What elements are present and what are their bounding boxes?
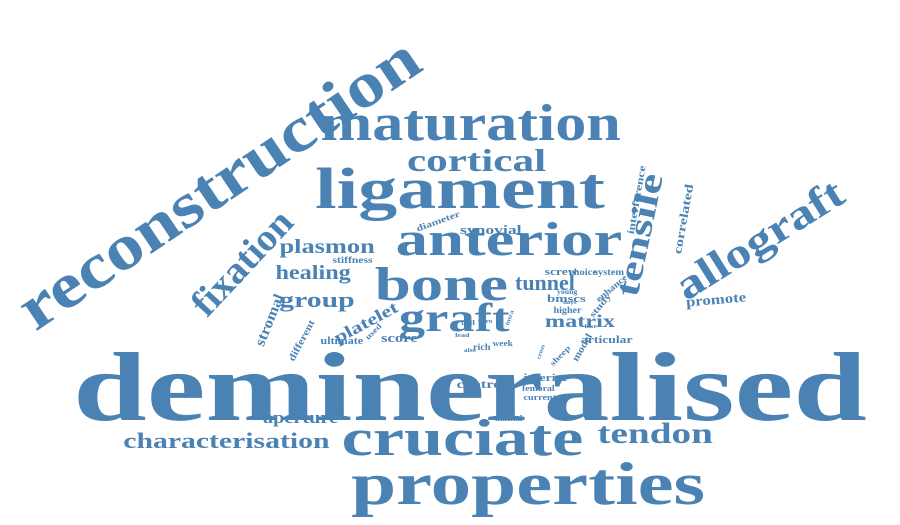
word-bone: bone (374, 258, 508, 311)
word-cell: cell (461, 318, 475, 327)
word-ligament: ligament (314, 156, 605, 221)
word-week: week (491, 339, 513, 348)
word-screw: screw (544, 267, 578, 278)
word-plasmon: plasmon (279, 236, 375, 258)
word-healing: healing (275, 262, 351, 284)
word-inferior: inferior (523, 371, 569, 384)
word-aperture: aperture (262, 407, 338, 427)
word-synovial: synovial (460, 221, 522, 237)
word-days: days (563, 300, 577, 306)
word-rich: rich (473, 341, 491, 352)
word-also: also (463, 348, 477, 354)
word-maturation: maturation (319, 95, 621, 152)
word-group: group (279, 287, 355, 312)
word-characterisation: characterisation (122, 428, 329, 453)
word-score: score (380, 329, 418, 345)
word-higher: higher (552, 304, 582, 315)
word-anterior: anterior (395, 213, 623, 266)
word-ultimate: ultimate (320, 336, 363, 347)
word-cruciate: cruciate (341, 410, 583, 467)
word-current: current (523, 393, 557, 402)
word-vitro: vitro (477, 319, 493, 325)
word-stiffness: stiffness (332, 254, 372, 265)
word-correlated: correlated (670, 182, 697, 256)
word-young: young (556, 287, 578, 296)
word-control: control (456, 377, 506, 391)
word-like: like (583, 324, 597, 330)
word-tunnel: tunnel (515, 270, 575, 295)
word-animal: animal (495, 414, 523, 423)
word-allograft: allograft (667, 170, 853, 310)
word-bmscs: bmscs (546, 292, 586, 305)
word-lead: lead (454, 333, 470, 339)
word-tendon: tendon (597, 417, 713, 450)
word-promote: promote (685, 290, 747, 311)
word-femoral: femoral (521, 384, 555, 393)
word-choice: choice (568, 266, 598, 277)
word-graft: graft (398, 295, 510, 340)
word-articular: articular (581, 333, 633, 346)
word-system: system (593, 266, 625, 277)
word-cortical: cortical (406, 142, 546, 178)
word-properties: properties (351, 451, 706, 517)
word-demineralised: demineralised (73, 334, 867, 442)
word-matrix: matrix (544, 311, 616, 331)
